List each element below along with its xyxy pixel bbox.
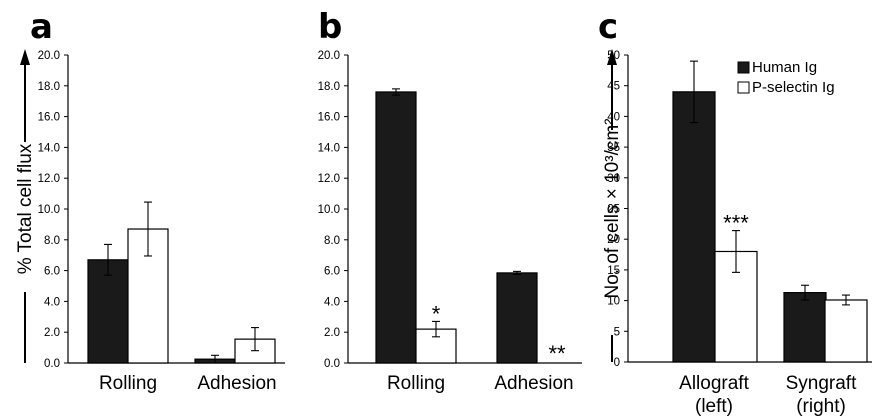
category-label-c-1: Syngraft xyxy=(786,373,857,394)
y-tick-label-a: 10.0 xyxy=(38,204,60,216)
y-axis-label-c: No. of cells × 10³/cm² xyxy=(602,118,623,298)
y-tick-label-a: 0.0 xyxy=(44,358,60,370)
category-label-b-1: Adhesion xyxy=(494,373,573,394)
y-tick-label-b: 12.0 xyxy=(318,173,340,185)
y-tick-label-b: 6.0 xyxy=(324,266,340,278)
y-tick-label-c: 20 xyxy=(607,234,620,246)
y-tick-label-b: 18.0 xyxy=(318,81,340,93)
bar-b-s0-c0 xyxy=(375,91,417,364)
y-tick-label-b: 4.0 xyxy=(324,296,340,308)
y-label-arrowhead-a xyxy=(20,49,30,65)
y-tick-label-b: 16.0 xyxy=(318,112,340,124)
bar-c-s0-c0 xyxy=(672,91,716,363)
y-tick-label-c: 15 xyxy=(607,265,620,277)
y-tick-label-a: 8.0 xyxy=(44,235,60,247)
y-tick-label-b: 20.0 xyxy=(318,50,340,62)
legend-label-0: Human Ig xyxy=(752,59,817,76)
y-tick-label-c: 35 xyxy=(607,142,620,154)
y-tick-label-a: 18.0 xyxy=(38,81,60,93)
y-tick-label-c: 30 xyxy=(607,173,620,185)
bar-c-s0-c1 xyxy=(783,292,827,363)
y-tick-label-a: 6.0 xyxy=(44,266,60,278)
y-tick-label-a: 14.0 xyxy=(38,142,60,154)
significance-marker-b-1: ** xyxy=(548,341,566,366)
category-label-a-0: Rolling xyxy=(99,373,157,394)
y-tick-label-c: 5 xyxy=(614,326,620,338)
legend-swatch-0 xyxy=(737,61,750,74)
category-label-c-0: (left) xyxy=(695,396,733,417)
y-tick-label-a: 2.0 xyxy=(44,327,60,339)
y-tick-label-b: 8.0 xyxy=(324,235,340,247)
y-tick-label-b: 2.0 xyxy=(324,327,340,339)
y-tick-label-c: 10 xyxy=(607,296,620,308)
y-tick-label-b: 0.0 xyxy=(324,358,340,370)
category-label-c-1: (right) xyxy=(796,396,846,417)
significance-marker-b-0: * xyxy=(432,301,441,326)
category-label-b-0: Rolling xyxy=(387,373,445,394)
y-tick-label-a: 4.0 xyxy=(44,296,60,308)
bar-c-s1-c1 xyxy=(824,299,868,363)
category-label-a-1: Adhesion xyxy=(197,373,276,394)
y-tick-label-c: 25 xyxy=(607,204,620,216)
y-tick-label-b: 10.0 xyxy=(318,204,340,216)
panel-label-a: a xyxy=(30,7,53,47)
y-tick-label-a: 12.0 xyxy=(38,173,60,185)
bar-b-s0-c1 xyxy=(496,272,538,364)
y-tick-label-c: 40 xyxy=(607,111,620,123)
y-tick-label-a: 20.0 xyxy=(38,50,60,62)
legend-label-1: P-selectin Ig xyxy=(752,79,835,96)
y-tick-label-a: 16.0 xyxy=(38,112,60,124)
y-label-arrowhead-c xyxy=(607,49,617,65)
y-tick-label-b: 14.0 xyxy=(318,142,340,154)
panel-label-c: c xyxy=(598,7,618,47)
category-label-c-0: Allograft xyxy=(679,373,749,394)
y-tick-label-c: 0 xyxy=(614,357,620,369)
significance-marker-c-0: *** xyxy=(723,211,749,236)
y-axis-label-a: % Total cell flux xyxy=(15,143,36,274)
panel-label-b: b xyxy=(318,7,342,47)
y-tick-label-c: 45 xyxy=(607,81,620,93)
legend-swatch-1 xyxy=(737,81,750,94)
